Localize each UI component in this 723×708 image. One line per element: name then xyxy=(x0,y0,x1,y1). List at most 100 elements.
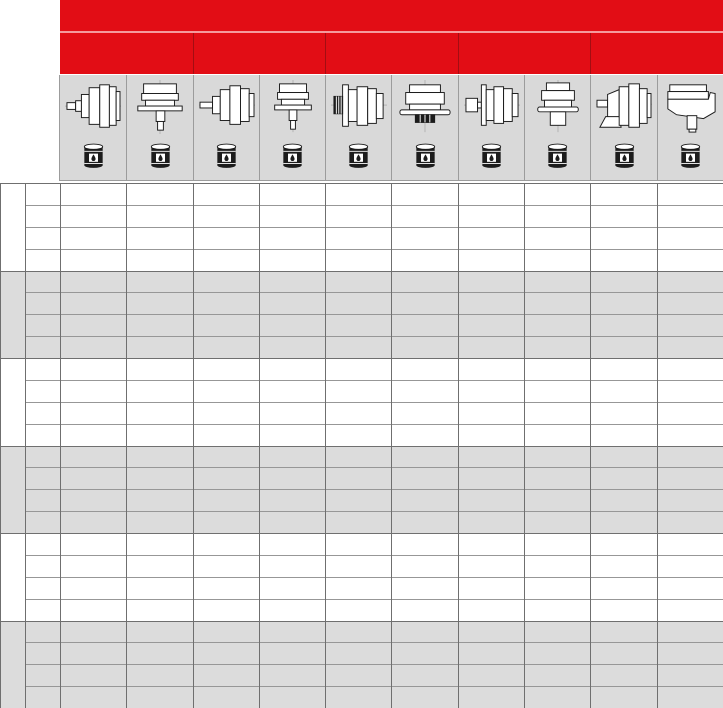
data-cell xyxy=(325,248,392,271)
data-cell xyxy=(60,270,127,293)
row-label-cell xyxy=(25,314,61,337)
data-cell xyxy=(325,226,392,250)
data-cell xyxy=(524,204,591,228)
data-cell xyxy=(126,314,194,337)
data-cell xyxy=(391,248,459,271)
data-cell xyxy=(391,292,459,315)
data-cell xyxy=(259,620,326,643)
data-cell xyxy=(126,642,194,665)
data-cell xyxy=(126,358,194,381)
data-cell xyxy=(259,686,326,708)
data-cell xyxy=(524,554,591,578)
data-cell xyxy=(60,248,127,271)
data-cell xyxy=(590,598,658,621)
data-cell xyxy=(657,248,723,271)
data-cell xyxy=(193,423,260,446)
row-label-cell xyxy=(25,642,61,665)
data-cell xyxy=(126,664,194,687)
oil-barrel-icon xyxy=(150,143,171,169)
data-cell xyxy=(126,620,194,643)
gearmotor-vertical-coupling-block-icon xyxy=(530,80,586,134)
data-cell xyxy=(325,511,392,534)
data-cell xyxy=(193,598,260,621)
data-cell xyxy=(590,358,658,381)
data-cell xyxy=(126,336,194,359)
data-cell xyxy=(391,664,459,687)
header-group-cell xyxy=(325,32,458,74)
gearmotor-vertical-wide-flange-hub-icon xyxy=(397,80,453,134)
row-label-cell xyxy=(25,401,61,425)
row-label-cell xyxy=(25,204,61,228)
header-group-cell xyxy=(590,32,723,74)
data-cell xyxy=(657,292,723,315)
data-cell xyxy=(590,664,658,687)
row-label-cell xyxy=(25,467,61,490)
data-cell xyxy=(60,598,127,621)
group-label-cell xyxy=(0,620,26,708)
data-cell xyxy=(458,336,525,359)
data-cell xyxy=(325,664,392,687)
data-cell xyxy=(524,270,591,293)
data-cell xyxy=(126,248,194,271)
data-cell xyxy=(657,379,723,403)
row-label-cell xyxy=(25,664,61,687)
data-cell xyxy=(60,292,127,315)
data-cell xyxy=(590,183,658,206)
data-cell xyxy=(590,401,658,425)
row-label-cell xyxy=(25,554,61,578)
data-cell xyxy=(657,336,723,359)
data-cell xyxy=(60,314,127,337)
data-cell xyxy=(325,204,392,228)
data-cell xyxy=(657,576,723,600)
data-cell xyxy=(259,598,326,621)
oil-barrel-icon xyxy=(614,143,635,169)
data-cell xyxy=(325,423,392,446)
header-group-cell xyxy=(60,32,193,74)
header-band-divider xyxy=(60,31,723,33)
data-cell xyxy=(524,423,591,446)
data-cell xyxy=(391,336,459,359)
data-cell xyxy=(524,489,591,512)
data-cell xyxy=(60,489,127,512)
data-cell xyxy=(391,554,459,578)
row-label-cell xyxy=(25,379,61,403)
data-cell xyxy=(590,620,658,643)
data-cell xyxy=(60,379,127,403)
gearmotor-horizontal-foot-mounted-icon xyxy=(596,80,652,134)
data-cell xyxy=(325,489,392,512)
row-label-cell xyxy=(25,270,61,293)
data-cell xyxy=(590,489,658,512)
data-cell xyxy=(458,489,525,512)
data-cell xyxy=(524,642,591,665)
data-cell xyxy=(325,554,392,578)
data-cell xyxy=(193,248,260,271)
group-label-cell xyxy=(0,533,26,621)
gearmotor-horizontal-shaft-left-icon xyxy=(65,80,121,134)
row-label-cell xyxy=(25,620,61,643)
data-cell xyxy=(325,533,392,556)
group-label-cell xyxy=(0,183,26,271)
data-cell xyxy=(193,204,260,228)
data-cell xyxy=(325,642,392,665)
data-cell xyxy=(391,226,459,250)
data-cell xyxy=(657,314,723,337)
data-cell xyxy=(126,467,194,490)
header-column-cell xyxy=(590,74,657,180)
data-cell xyxy=(60,686,127,708)
data-cell xyxy=(126,423,194,446)
data-cell xyxy=(259,554,326,578)
data-cell xyxy=(259,664,326,687)
data-cell xyxy=(458,314,525,337)
data-cell xyxy=(60,423,127,446)
data-cell xyxy=(391,445,459,468)
data-cell xyxy=(524,467,591,490)
group-label-cell xyxy=(0,270,26,359)
row-label-cell xyxy=(25,226,61,250)
header-column-cell xyxy=(325,74,391,180)
data-cell xyxy=(325,686,392,708)
data-cell xyxy=(657,423,723,446)
header-column-cell xyxy=(126,74,193,180)
data-cell xyxy=(259,183,326,206)
data-cell xyxy=(391,620,459,643)
data-cell xyxy=(590,642,658,665)
